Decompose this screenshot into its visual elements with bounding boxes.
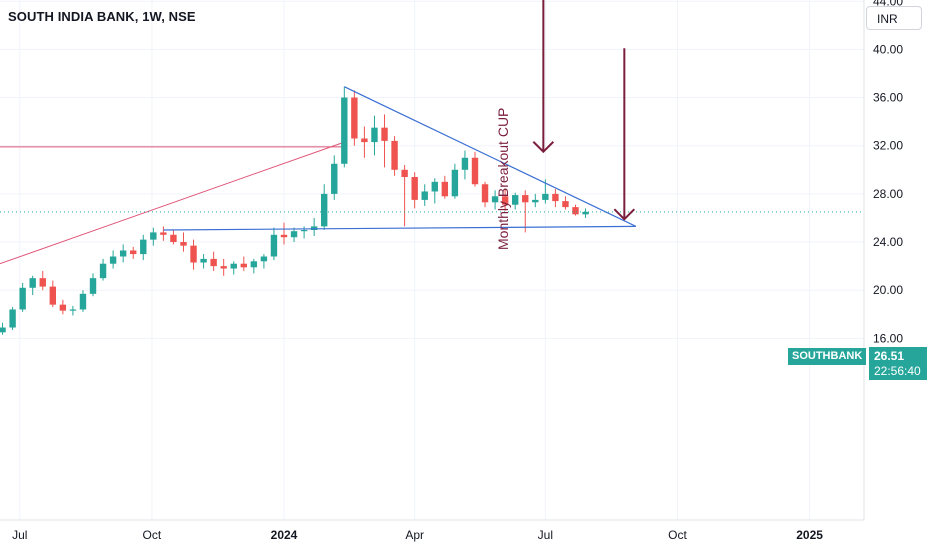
candle-down — [130, 250, 137, 255]
triangle-resistance-line — [344, 86, 637, 227]
candle-up — [321, 193, 328, 227]
candle-up — [491, 196, 499, 203]
time-tick-label: Jul — [538, 528, 553, 542]
drawings-back — [0, 141, 345, 265]
candle-up — [451, 169, 459, 197]
candle-down — [190, 245, 197, 263]
candle-up — [250, 261, 258, 268]
time-axis: Jul Oct 2024 Apr Jul Oct 2025 — [12, 528, 823, 542]
rising-trendline — [0, 141, 345, 265]
price-tick-label: 44.00 — [873, 0, 903, 8]
time-tick-label: Jul — [12, 528, 27, 542]
candle-up — [19, 287, 26, 310]
candle-down — [351, 97, 358, 139]
candle-up — [511, 195, 519, 205]
candle-down — [361, 138, 368, 143]
grid — [0, 0, 864, 520]
price-tick-label: 16.00 — [873, 331, 903, 345]
apex-arrow — [613, 48, 636, 221]
candle-down — [160, 232, 167, 235]
breakout-arrow — [532, 0, 555, 154]
price-tick-label: 24.00 — [873, 235, 903, 249]
candle-up — [0, 327, 6, 333]
candle-down — [401, 169, 408, 178]
price-tick-label: 36.00 — [873, 91, 903, 105]
candle-up — [109, 256, 117, 264]
candle-up — [431, 181, 438, 192]
candle-down — [170, 234, 177, 243]
candle-up — [270, 234, 278, 257]
candle-up — [200, 258, 207, 263]
price-tick-label: 28.00 — [873, 187, 903, 201]
price-axis: 52.0048.0044.0040.0036.0032.0028.0024.00… — [873, 0, 903, 345]
annotation-monthly-breakout[interactable]: Monthly Breakout CUP — [495, 108, 511, 250]
candle-up — [150, 232, 157, 240]
candle-down — [59, 304, 67, 311]
time-tick-label: Oct — [143, 528, 162, 542]
candle-down — [562, 201, 569, 208]
bar-countdown: 22:56:40 — [874, 364, 921, 378]
symbol-label: SOUTHBANK — [788, 348, 867, 365]
candle-up — [310, 226, 318, 230]
candle-down — [381, 127, 388, 141]
candle-up — [69, 309, 77, 311]
last-price-label: 26.51 22:56:40 — [869, 347, 927, 380]
candle-up — [79, 293, 87, 310]
candle-down — [572, 207, 579, 215]
candle-up — [300, 230, 308, 232]
candle-down — [471, 157, 479, 185]
candle-up — [532, 199, 539, 203]
chart-title: SOUTH INDIA BANK, 1W, NSE — [8, 9, 196, 24]
triangle-support-line — [163, 225, 636, 231]
candle-up — [140, 239, 147, 255]
time-tick-label: 2025 — [796, 528, 823, 542]
time-tick-label: Apr — [405, 528, 424, 542]
candle-up — [341, 97, 348, 164]
candle-down — [180, 242, 187, 246]
candle-up — [29, 278, 36, 288]
candle-up — [9, 309, 16, 328]
candle-up — [290, 231, 298, 238]
candles — [0, 86, 589, 335]
candle-down — [391, 140, 398, 170]
candle-up — [542, 193, 549, 200]
price-tick-label: 20.00 — [873, 283, 903, 297]
candle-up — [582, 211, 589, 215]
candle-up — [331, 163, 338, 194]
candle-down — [39, 278, 46, 287]
candle-up — [99, 263, 107, 279]
candle-down — [49, 286, 57, 305]
last-price: 26.51 — [874, 349, 905, 363]
time-tick-label: Oct — [668, 528, 687, 542]
candle-down — [522, 195, 529, 203]
candle-up — [371, 127, 378, 143]
drawings-front — [0, 0, 864, 231]
candle-down — [220, 266, 227, 269]
candle-down — [280, 234, 288, 238]
price-tick-label: 32.00 — [873, 139, 903, 153]
candle-down — [481, 184, 489, 203]
candle-down — [240, 263, 247, 268]
time-tick-label: 2024 — [271, 528, 298, 542]
price-tick-label: 40.00 — [873, 42, 903, 56]
candle-down — [501, 196, 509, 205]
currency-button[interactable]: INR — [866, 6, 922, 30]
candle-down — [411, 177, 418, 200]
candle-up — [119, 250, 127, 257]
candle-down — [210, 258, 217, 267]
candle-up — [461, 157, 469, 170]
candle-down — [441, 181, 449, 197]
candle-up — [421, 191, 428, 200]
arrow-head — [613, 208, 636, 221]
candle-up — [230, 263, 237, 269]
candle-down — [552, 193, 559, 202]
candle-up — [89, 278, 97, 294]
candle-up — [260, 256, 268, 262]
arrow-head — [532, 141, 555, 154]
